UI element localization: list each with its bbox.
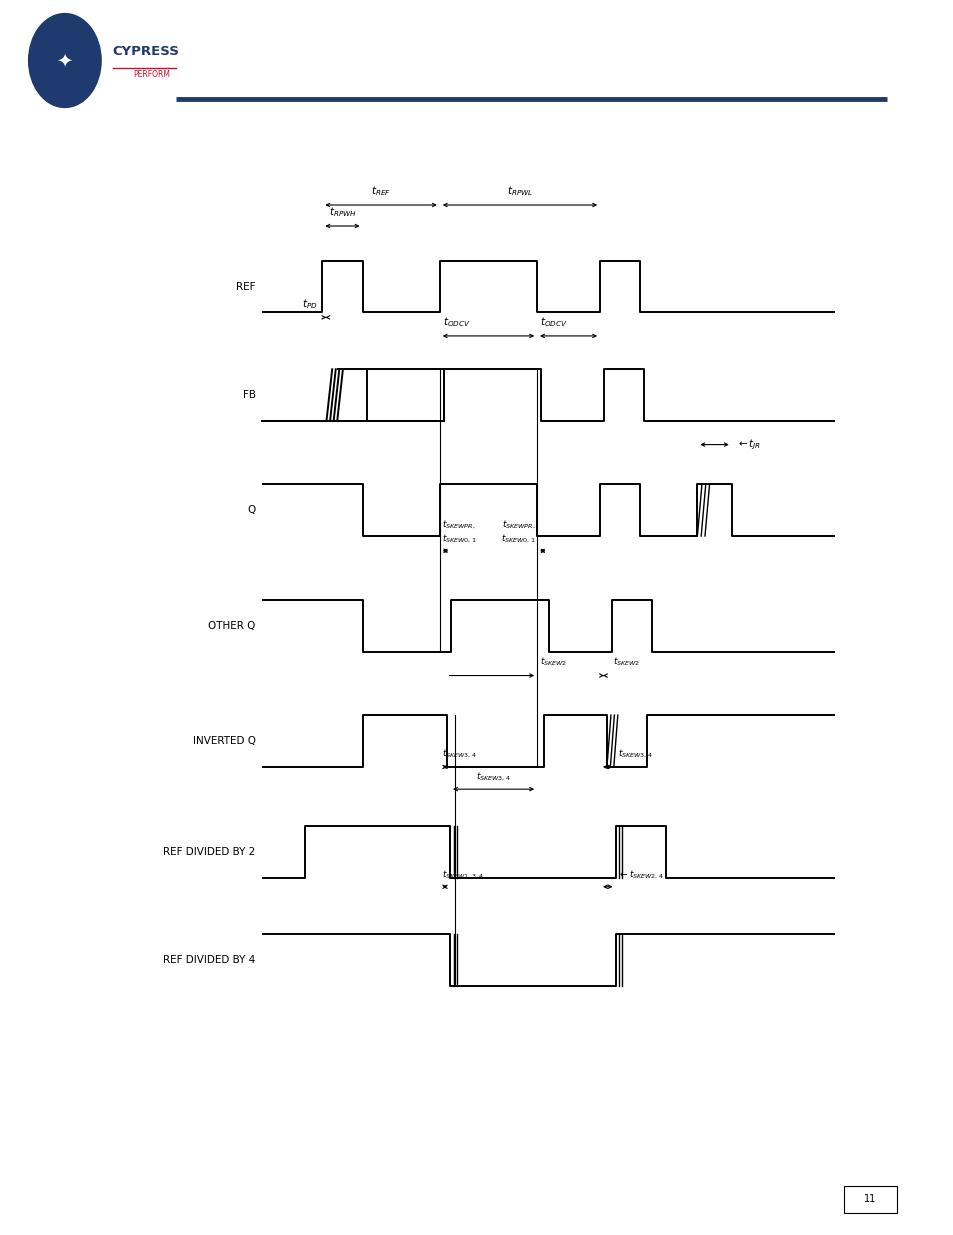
Text: $\leftarrow t_{SKEW2,4}$: $\leftarrow t_{SKEW2,4}$: [618, 868, 663, 881]
Circle shape: [29, 14, 101, 107]
Text: $t_{RPWL}$: $t_{RPWL}$: [506, 184, 533, 198]
Text: $t_{SKEW2}$: $t_{SKEW2}$: [539, 656, 567, 668]
Text: Q: Q: [247, 505, 255, 515]
Text: INVERTED Q: INVERTED Q: [193, 736, 255, 746]
Text: $t_{SKEWPR,}$
$t_{SKEW0,1}$: $t_{SKEWPR,}$ $t_{SKEW0,1}$: [500, 519, 535, 545]
Text: $t_{RPWH}$: $t_{RPWH}$: [328, 205, 356, 219]
Text: $\leftarrow t_{JR}$: $\leftarrow t_{JR}$: [736, 437, 761, 452]
FancyBboxPatch shape: [843, 1186, 896, 1213]
Text: REF: REF: [236, 282, 255, 291]
Text: 11: 11: [863, 1194, 876, 1204]
Text: $t_{PD}$: $t_{PD}$: [302, 298, 317, 311]
Text: $t_{REF}$: $t_{REF}$: [371, 184, 391, 198]
Text: $t_{SKEW3,4}$: $t_{SKEW3,4}$: [618, 747, 653, 760]
Text: $t_{SKEW1,3,4}$: $t_{SKEW1,3,4}$: [441, 868, 483, 881]
Text: $t_{SKEWPR,}$
$t_{SKEW0,1}$: $t_{SKEWPR,}$ $t_{SKEW0,1}$: [441, 519, 476, 545]
Text: $t_{SKEW3,4}$: $t_{SKEW3,4}$: [441, 747, 476, 760]
Text: $t_{SKEW2}$: $t_{SKEW2}$: [613, 656, 639, 668]
Text: $t_{SKEW3,4}$: $t_{SKEW3,4}$: [476, 771, 511, 783]
Text: OTHER Q: OTHER Q: [208, 621, 255, 631]
Text: REF DIVIDED BY 4: REF DIVIDED BY 4: [163, 955, 255, 965]
Text: $t_{ODCV}$: $t_{ODCV}$: [539, 315, 567, 329]
Text: FB: FB: [242, 390, 255, 400]
Text: ✦: ✦: [56, 51, 73, 70]
Text: $t_{ODCV}$: $t_{ODCV}$: [442, 315, 470, 329]
Text: CYPRESS: CYPRESS: [112, 46, 179, 58]
Text: REF DIVIDED BY 2: REF DIVIDED BY 2: [163, 847, 255, 857]
Text: PERFORM: PERFORM: [133, 69, 171, 79]
